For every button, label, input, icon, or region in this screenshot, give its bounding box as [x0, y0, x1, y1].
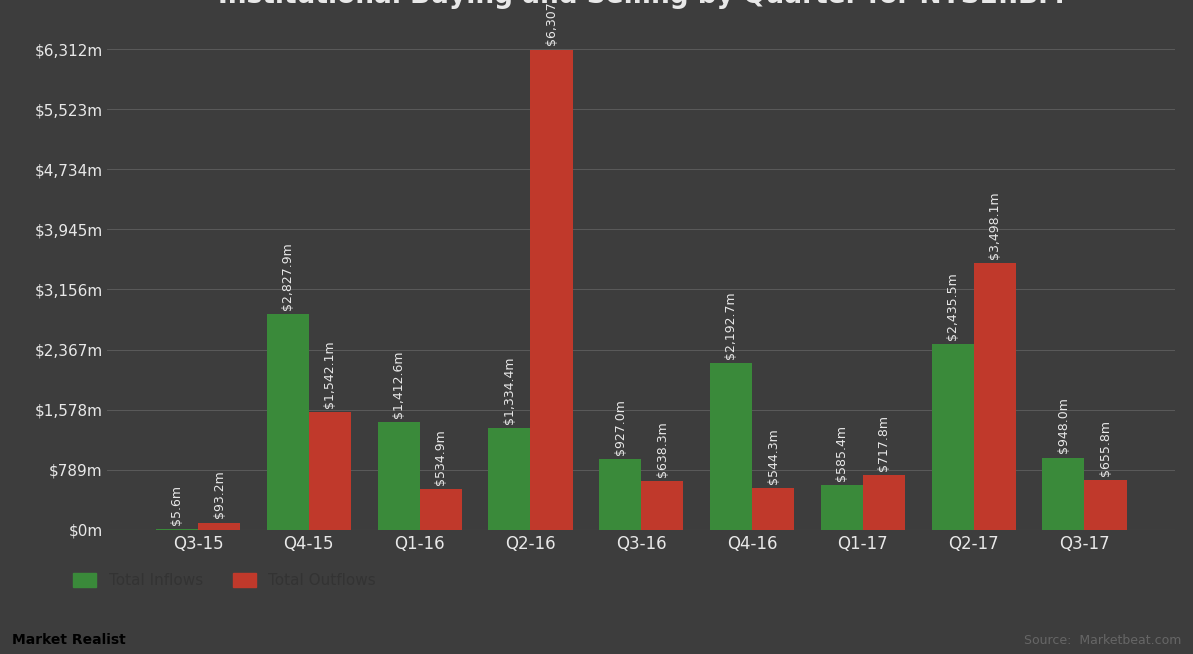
Title: Institutional Buying and Selling by Quarter for NYSE:IBM: Institutional Buying and Selling by Quar… — [218, 0, 1064, 9]
Text: $2,435.5m: $2,435.5m — [946, 272, 959, 340]
Bar — [488, 428, 531, 530]
Text: $2,192.7m: $2,192.7m — [724, 291, 737, 358]
Text: $1,412.6m: $1,412.6m — [392, 351, 406, 418]
Bar — [863, 475, 905, 530]
Text: $534.9m: $534.9m — [434, 429, 447, 485]
Text: $927.0m: $927.0m — [613, 399, 626, 455]
Bar — [1084, 480, 1126, 530]
Text: $2,827.9m: $2,827.9m — [282, 243, 295, 310]
Text: $948.0m: $948.0m — [1057, 398, 1070, 453]
Text: $5.6m: $5.6m — [171, 485, 184, 525]
Text: $585.4m: $585.4m — [835, 425, 848, 481]
Bar — [531, 50, 573, 530]
Bar — [973, 264, 1015, 530]
Bar — [710, 363, 752, 530]
Bar — [377, 422, 420, 530]
Bar — [1043, 458, 1084, 530]
Text: $717.8m: $717.8m — [877, 415, 890, 471]
Bar — [821, 485, 863, 530]
Legend: Total Inflows, Total Outflows: Total Inflows, Total Outflows — [67, 567, 382, 594]
Text: $93.2m: $93.2m — [212, 471, 225, 519]
Bar — [599, 459, 642, 530]
Bar — [198, 523, 240, 530]
Text: $544.3m: $544.3m — [767, 428, 779, 484]
Text: $638.3m: $638.3m — [656, 421, 669, 477]
Bar — [642, 481, 684, 530]
Text: $3,498.1m: $3,498.1m — [988, 192, 1001, 259]
Bar — [932, 344, 973, 530]
Text: $655.8m: $655.8m — [1099, 420, 1112, 475]
Text: $6,307.1m: $6,307.1m — [545, 0, 558, 45]
Text: $1,542.1m: $1,542.1m — [323, 341, 336, 408]
Text: $1,334.4m: $1,334.4m — [503, 356, 515, 424]
Bar — [752, 489, 795, 530]
Bar — [420, 489, 462, 530]
Bar — [267, 315, 309, 530]
Text: Market Realist: Market Realist — [12, 634, 125, 647]
Bar — [309, 412, 351, 530]
Text: Source:  Marketbeat.com: Source: Marketbeat.com — [1024, 634, 1181, 647]
